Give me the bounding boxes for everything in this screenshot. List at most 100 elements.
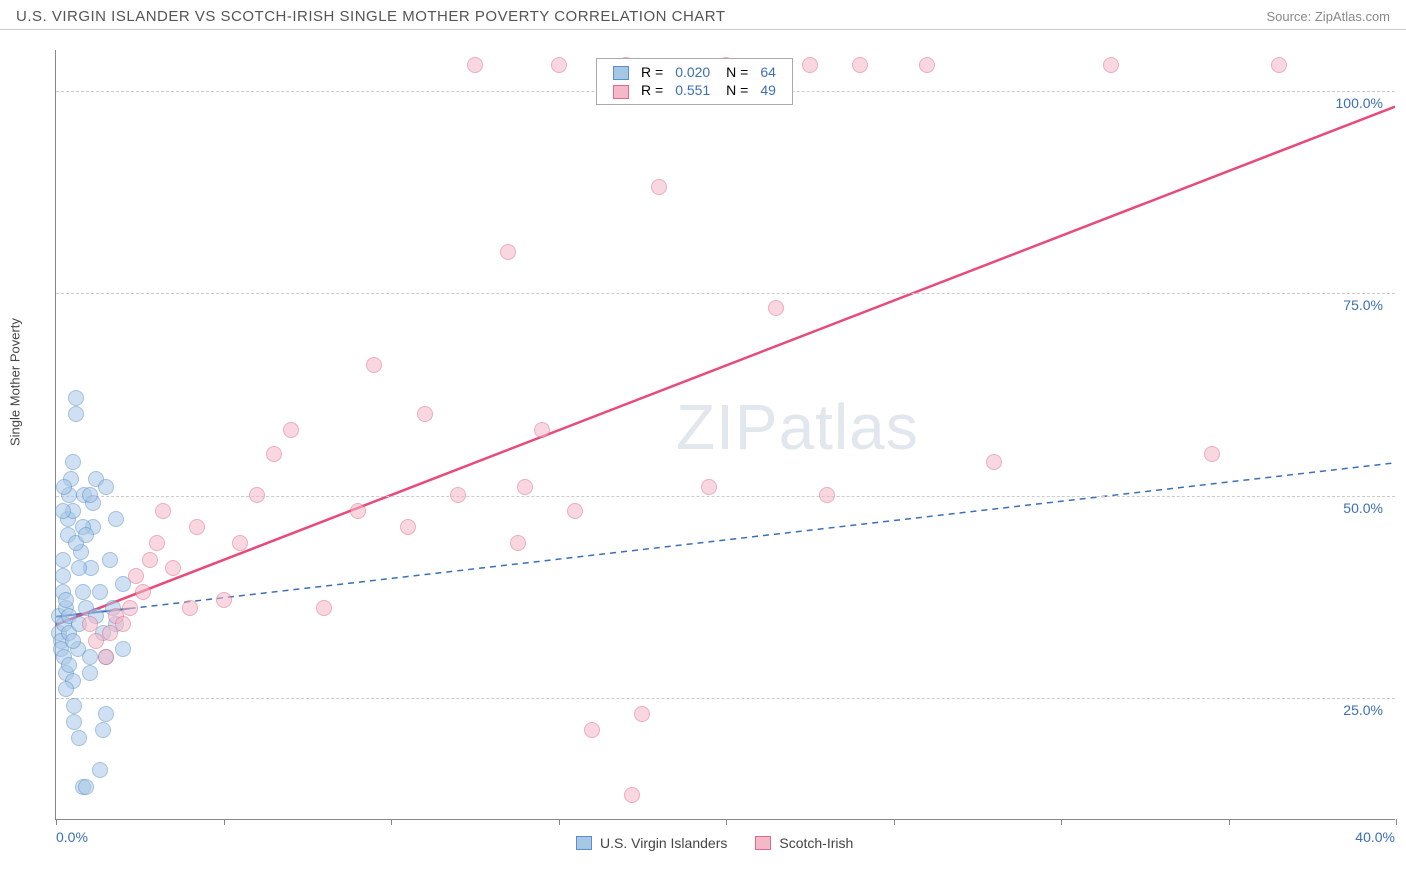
x-tick-mark [1061, 819, 1062, 825]
x-tick-label-left: 0.0% [56, 829, 88, 845]
data-point [182, 600, 198, 616]
data-point [155, 503, 171, 519]
data-point [400, 519, 416, 535]
data-point [1271, 57, 1287, 73]
data-point [71, 730, 87, 746]
data-point [149, 535, 165, 551]
data-point [58, 681, 74, 697]
data-point [66, 698, 82, 714]
legend-item: Scotch-Irish [755, 835, 853, 851]
data-point [283, 422, 299, 438]
plot-region: ZIPatlas 25.0%50.0%75.0%100.0%0.0%40.0%R… [55, 50, 1395, 820]
y-axis-label: Single Mother Poverty [8, 318, 23, 446]
data-point [98, 706, 114, 722]
data-point [58, 592, 74, 608]
legend-series-name: Scotch-Irish [779, 835, 853, 851]
data-point [249, 487, 265, 503]
data-point [92, 762, 108, 778]
legend-r-label: R = [635, 63, 669, 81]
data-point [78, 527, 94, 543]
data-point [61, 657, 77, 673]
data-point [55, 568, 71, 584]
data-point [366, 357, 382, 373]
data-point [852, 57, 868, 73]
chart-area: ZIPatlas 25.0%50.0%75.0%100.0%0.0%40.0%R… [55, 50, 1395, 820]
y-tick-label: 75.0% [1343, 297, 1383, 313]
legend-swatch [613, 85, 629, 99]
data-point [189, 519, 205, 535]
trend-lines-svg [56, 50, 1395, 819]
data-point [68, 406, 84, 422]
data-point [624, 787, 640, 803]
x-tick-mark [391, 819, 392, 825]
legend-stats-box: R =0.020 N =64R =0.551 N =49 [596, 58, 793, 105]
legend-series-name: U.S. Virgin Islanders [600, 835, 727, 851]
data-point [500, 244, 516, 260]
trend-line [56, 107, 1395, 625]
legend-n-label: N = [716, 63, 754, 81]
data-point [517, 479, 533, 495]
legend-swatch [755, 836, 771, 850]
legend-series: U.S. Virgin Islanders Scotch-Irish [576, 835, 853, 851]
legend-swatch [576, 836, 592, 850]
data-point [71, 560, 87, 576]
data-point [65, 633, 81, 649]
data-point [102, 552, 118, 568]
data-point [467, 57, 483, 73]
data-point [802, 57, 818, 73]
y-tick-label: 50.0% [1343, 500, 1383, 516]
y-tick-label: 100.0% [1336, 95, 1383, 111]
data-point [584, 722, 600, 738]
data-point [551, 57, 567, 73]
data-point [567, 503, 583, 519]
data-point [534, 422, 550, 438]
data-point [82, 616, 98, 632]
data-point [142, 552, 158, 568]
data-point [108, 511, 124, 527]
data-point [701, 479, 717, 495]
trend-line-dashed [130, 463, 1395, 609]
legend-n-value: 49 [754, 81, 782, 99]
data-point [82, 487, 98, 503]
data-point [98, 479, 114, 495]
x-tick-mark [56, 819, 57, 825]
data-point [216, 592, 232, 608]
data-point [65, 454, 81, 470]
y-tick-label: 25.0% [1343, 702, 1383, 718]
legend-r-value: 0.551 [669, 81, 716, 99]
data-point [66, 714, 82, 730]
data-point [651, 179, 667, 195]
data-point [98, 649, 114, 665]
data-point [128, 568, 144, 584]
data-point [122, 600, 138, 616]
data-point [919, 57, 935, 73]
x-tick-mark [894, 819, 895, 825]
legend-n-value: 64 [754, 63, 782, 81]
data-point [986, 454, 1002, 470]
data-point [115, 641, 131, 657]
data-point [1204, 446, 1220, 462]
data-point [450, 487, 466, 503]
chart-title: U.S. VIRGIN ISLANDER VS SCOTCH-IRISH SIN… [16, 8, 726, 25]
data-point [75, 584, 91, 600]
data-point [316, 600, 332, 616]
data-point [510, 535, 526, 551]
legend-item: U.S. Virgin Islanders [576, 835, 727, 851]
x-tick-label-right: 40.0% [1355, 829, 1395, 845]
data-point [1103, 57, 1119, 73]
source-label: Source: ZipAtlas.com [1266, 9, 1390, 24]
data-point [232, 535, 248, 551]
legend-n-label: N = [716, 81, 754, 99]
data-point [819, 487, 835, 503]
data-point [165, 560, 181, 576]
data-point [92, 584, 108, 600]
x-tick-mark [224, 819, 225, 825]
legend-r-value: 0.020 [669, 63, 716, 81]
data-point [135, 584, 151, 600]
x-tick-mark [1396, 819, 1397, 825]
x-tick-mark [726, 819, 727, 825]
data-point [55, 552, 71, 568]
gridline-h [56, 293, 1395, 294]
data-point [78, 779, 94, 795]
data-point [350, 503, 366, 519]
